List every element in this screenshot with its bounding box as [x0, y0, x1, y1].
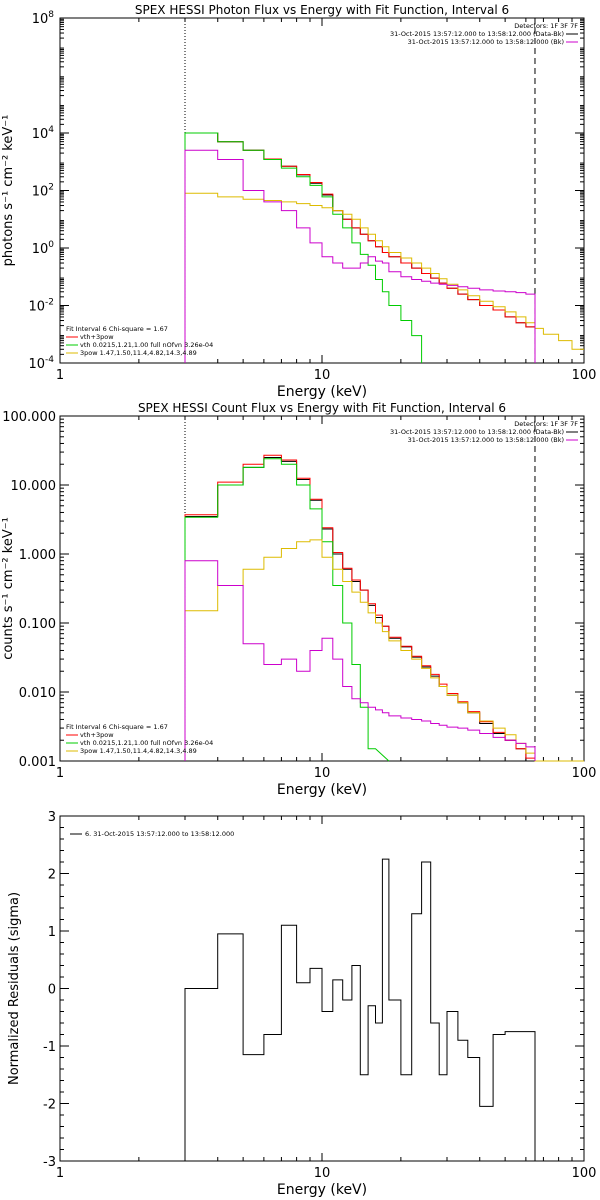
y-tick-label: 100.000 — [2, 410, 56, 425]
legend-fit-text: vth 0.0215,1.21,1.00 full nOfvn 3.26e-04 — [80, 341, 213, 349]
legend-entry-text: 31-Oct-2015 13:57:12.000 to 13:58:12.000… — [390, 428, 564, 436]
series-line-vth — [184, 458, 390, 762]
series-line-3pow — [184, 539, 584, 762]
series-line-bk — [184, 560, 536, 761]
series-line-vth-3pow — [184, 454, 536, 761]
legend-fit-title: Fit Interval 6 Chi-square = 1.67 — [66, 723, 168, 731]
y-tick-label: 108 — [32, 10, 55, 27]
y-tick-label: 104 — [32, 125, 55, 142]
legend-entry-text: 31-Oct-2015 13:57:12.000 to 13:58:12.000… — [408, 436, 564, 444]
legend-fit-text: vth 0.0215,1.21,1.00 full nOfvn 3.26e-04 — [80, 739, 213, 747]
y-axis-label: Normalized Residuals (sigma) — [7, 892, 22, 1085]
x-tick-label: 1 — [56, 1166, 64, 1181]
legend-fit-title: Fit Interval 6 Chi-square = 1.67 — [66, 325, 168, 333]
legend-fit-text: 3pow 1.47,1.50,11.4,4.82,14.3,4.89 — [80, 349, 197, 357]
count-flux-panel: SPEX HESSI Count Flux vs Energy with Fit… — [1, 401, 596, 798]
x-tick-label: 10 — [314, 368, 331, 383]
y-tick-label: 0.001 — [19, 755, 56, 770]
legend-detectors-title: Detectors: 1F 3F 7F — [514, 22, 578, 30]
x-axis-label: Energy (keV) — [277, 384, 367, 400]
y-tick-label: -1 — [43, 1040, 56, 1055]
y-tick-label: -2 — [43, 1098, 56, 1113]
y-tick-label: 102 — [32, 183, 54, 200]
legend-fit-text: vth+3pow — [80, 333, 114, 341]
y-tick-label: 0.010 — [19, 686, 56, 701]
y-tick-label: 1 — [48, 925, 56, 940]
x-tick-label: 1 — [56, 766, 64, 781]
chart-title: SPEX HESSI Count Flux vs Energy with Fit… — [138, 401, 506, 415]
y-tick-label: 100 — [32, 240, 55, 257]
series-line-6-31-oct-2015-13-57-12-000-to-13-58-12-000 — [184, 858, 536, 1161]
y-axis-label: photons s⁻¹ cm⁻² keV⁻¹ — [1, 115, 16, 267]
legend-detectors-title: Detectors: 1F 3F 7F — [514, 420, 578, 428]
y-tick-label: 0 — [48, 983, 56, 998]
x-tick-label: 100 — [572, 766, 597, 781]
y-tick-label: 2 — [48, 868, 56, 883]
y-axis-label: counts s⁻¹ cm⁻² keV⁻¹ — [1, 517, 16, 660]
y-tick-label: 3 — [48, 810, 56, 825]
x-tick-label: 100 — [572, 1166, 597, 1181]
series-line-3pow — [184, 192, 584, 363]
legend-entry-text: 31-Oct-2015 13:57:12.000 to 13:58:12.000… — [390, 30, 564, 38]
y-tick-label: 0.100 — [19, 617, 56, 632]
chart-title: SPEX HESSI Photon Flux vs Energy with Fi… — [135, 3, 509, 17]
y-tick-label: 10-2 — [28, 298, 54, 315]
series-line-bk — [184, 149, 536, 363]
x-tick-label: 100 — [572, 368, 597, 383]
legend-entry-text: 31-Oct-2015 13:57:12.000 to 13:58:12.000… — [408, 38, 564, 46]
legend-fit-text: 3pow 1.47,1.50,11.4,4.82,14.3,4.89 — [80, 747, 197, 755]
y-tick-label: -3 — [43, 1155, 56, 1170]
y-tick-label: 1.000 — [19, 548, 56, 563]
x-tick-label: 1 — [56, 368, 64, 383]
x-axis-label: Energy (keV) — [277, 782, 367, 798]
x-tick-label: 10 — [314, 1166, 331, 1181]
y-tick-label: 10-4 — [28, 355, 54, 372]
series-line-vth — [184, 132, 423, 363]
photon-flux-panel: SPEX HESSI Photon Flux vs Energy with Fi… — [1, 3, 596, 400]
legend-fit-text: vth+3pow — [80, 731, 114, 739]
legend-resid-text: 6. 31-Oct-2015 13:57:12.000 to 13:58:12.… — [85, 830, 234, 838]
x-tick-label: 10 — [314, 766, 331, 781]
x-axis-label: Energy (keV) — [277, 1182, 367, 1198]
y-tick-label: 10.000 — [11, 479, 57, 494]
residuals-panel: 1 10 100 Energy (keV) -3 -2 -1 0 1 2 3 Normalized R… — [7, 810, 596, 1198]
